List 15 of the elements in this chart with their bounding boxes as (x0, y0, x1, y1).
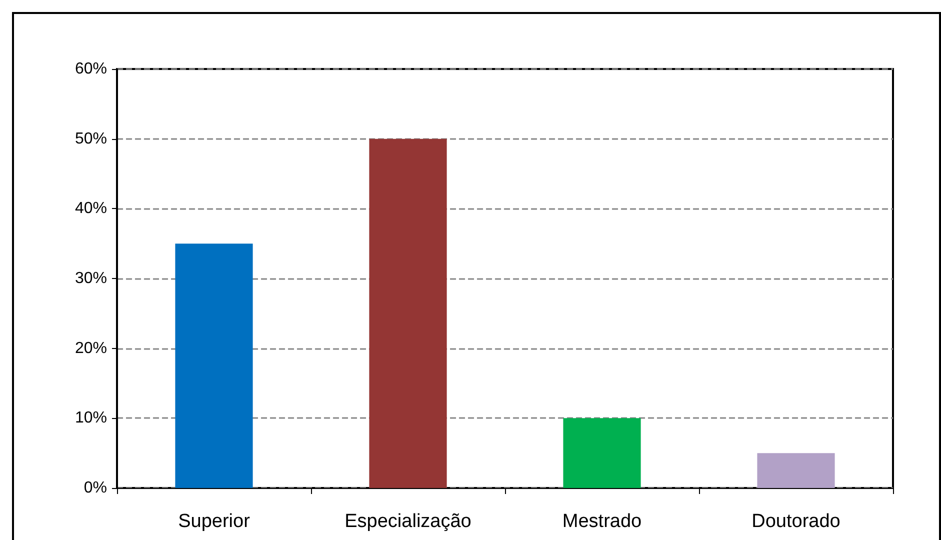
x-tick-label: Mestrado (562, 511, 642, 532)
x-tick-label: Especialização (344, 511, 472, 532)
bar (369, 138, 447, 488)
x-tick-label: Doutorado (752, 511, 840, 532)
y-tick-label: 10% (74, 410, 107, 427)
y-tick-label: 30% (74, 270, 107, 287)
y-tick-label: 50% (74, 130, 107, 148)
y-tick-label: 60% (74, 60, 107, 78)
bar (563, 418, 641, 488)
y-tick-label: 20% (74, 340, 107, 357)
y-tick-label: 0% (84, 480, 107, 496)
y-tick-label: 40% (74, 200, 107, 218)
x-tick-label: Superior (178, 511, 251, 532)
bar (757, 453, 835, 488)
bar (175, 244, 253, 488)
